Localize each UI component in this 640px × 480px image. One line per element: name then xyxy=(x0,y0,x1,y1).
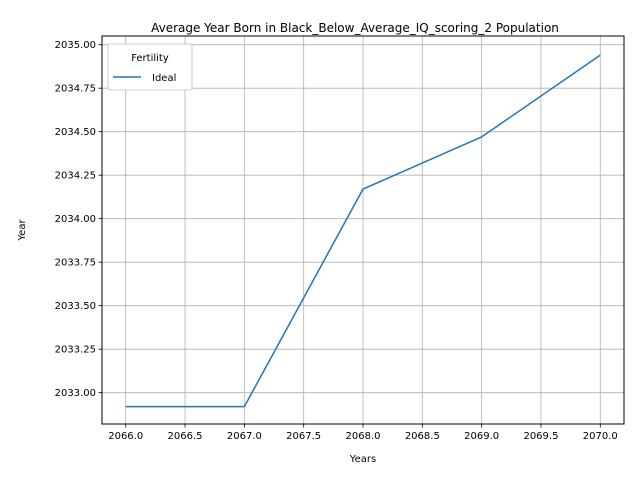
y-axis-label: Year xyxy=(17,219,28,242)
x-axis-label: Years xyxy=(349,454,376,465)
legend-label-ideal: Ideal xyxy=(152,73,176,84)
legend: Fertility Ideal xyxy=(107,43,193,91)
legend-title: Fertility xyxy=(131,53,169,64)
x-tick-label: 2069.0 xyxy=(464,431,499,442)
y-tick-label: 2035.00 xyxy=(55,40,96,51)
y-tick-label: 2034.00 xyxy=(55,214,96,225)
x-axis-ticks: 2066.0 2066.5 2067.0 2067.5 2068.0 2068.5 2069… xyxy=(108,424,618,442)
x-tick-label: 2066.0 xyxy=(108,431,143,442)
y-tick-label: 2033.75 xyxy=(55,258,96,269)
y-tick-label: 2034.25 xyxy=(55,171,96,182)
y-tick-label: 2034.75 xyxy=(55,84,96,95)
x-tick-label: 2070.0 xyxy=(583,431,618,442)
legend-box xyxy=(107,43,193,91)
y-tick-label: 2034.50 xyxy=(55,127,96,138)
y-tick-label: 2033.00 xyxy=(55,388,96,399)
x-tick-label: 2066.5 xyxy=(168,431,203,442)
series-layer xyxy=(125,54,601,408)
y-tick-label: 2033.25 xyxy=(55,345,96,356)
chart-title: Average Year Born in Black_Below_Average… xyxy=(151,21,559,35)
x-tick-label: 2069.5 xyxy=(523,431,558,442)
x-tick-label: 2068.5 xyxy=(405,431,440,442)
y-axis-ticks: 2033.00 2033.25 2033.50 2033.75 2034.00 2034.… xyxy=(55,40,102,399)
series-line-ideal xyxy=(125,54,601,408)
x-tick-label: 2067.0 xyxy=(227,431,262,442)
grid xyxy=(102,36,624,424)
x-tick-label: 2067.5 xyxy=(286,431,321,442)
x-tick-label: 2068.0 xyxy=(346,431,381,442)
y-tick-label: 2033.50 xyxy=(55,301,96,312)
